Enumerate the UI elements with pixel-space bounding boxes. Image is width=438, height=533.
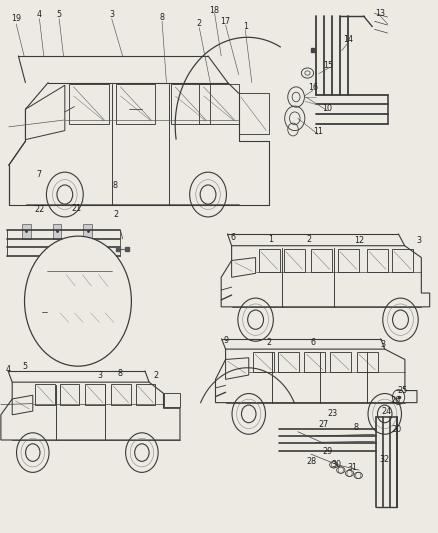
Text: 24: 24: [381, 407, 392, 416]
Text: 3: 3: [109, 11, 114, 19]
Text: 15: 15: [323, 61, 334, 70]
Text: 21: 21: [71, 205, 82, 213]
Text: 32: 32: [379, 455, 389, 464]
Text: 2: 2: [113, 210, 119, 219]
Text: 9: 9: [223, 336, 228, 344]
Text: 22: 22: [34, 205, 45, 214]
Text: 7: 7: [36, 170, 41, 179]
Bar: [53, 224, 61, 239]
Circle shape: [25, 236, 131, 366]
Text: 3: 3: [97, 372, 102, 380]
Text: 2: 2: [197, 20, 202, 28]
Text: 28: 28: [307, 457, 317, 466]
Text: 20: 20: [391, 425, 402, 433]
Text: 18: 18: [210, 6, 219, 15]
Text: 26: 26: [390, 396, 401, 405]
Text: 29: 29: [322, 448, 332, 456]
Text: 3: 3: [416, 236, 421, 245]
Text: 1: 1: [268, 235, 273, 244]
Text: 1: 1: [243, 22, 248, 31]
Bar: [83, 224, 92, 239]
Text: 6: 6: [310, 338, 315, 347]
Text: 11: 11: [313, 127, 323, 136]
Text: 17: 17: [220, 17, 231, 26]
Text: 5: 5: [57, 11, 62, 19]
Text: 14: 14: [343, 36, 353, 44]
Text: 16: 16: [308, 83, 318, 92]
Text: 8: 8: [353, 423, 359, 432]
Text: 5: 5: [23, 362, 28, 371]
Text: 6: 6: [230, 233, 236, 242]
Text: 19: 19: [11, 14, 21, 23]
Text: 8: 8: [159, 13, 165, 22]
Text: 8: 8: [118, 369, 123, 377]
Polygon shape: [43, 309, 118, 337]
Text: 4: 4: [37, 11, 42, 19]
Bar: [22, 224, 31, 239]
Text: 2: 2: [307, 235, 312, 244]
Text: 4: 4: [5, 365, 11, 374]
Text: 27: 27: [318, 421, 328, 429]
Text: 3: 3: [381, 340, 386, 349]
Text: 23: 23: [328, 409, 338, 418]
Text: 13: 13: [375, 9, 385, 18]
Text: 10: 10: [323, 104, 332, 112]
Text: 30: 30: [332, 461, 341, 469]
Text: 2: 2: [153, 372, 158, 380]
Text: 12: 12: [354, 236, 364, 245]
Text: 2: 2: [266, 338, 271, 347]
Text: 31: 31: [348, 464, 357, 472]
Text: 25: 25: [397, 386, 407, 394]
Polygon shape: [40, 269, 118, 306]
Text: 8: 8: [112, 181, 117, 190]
